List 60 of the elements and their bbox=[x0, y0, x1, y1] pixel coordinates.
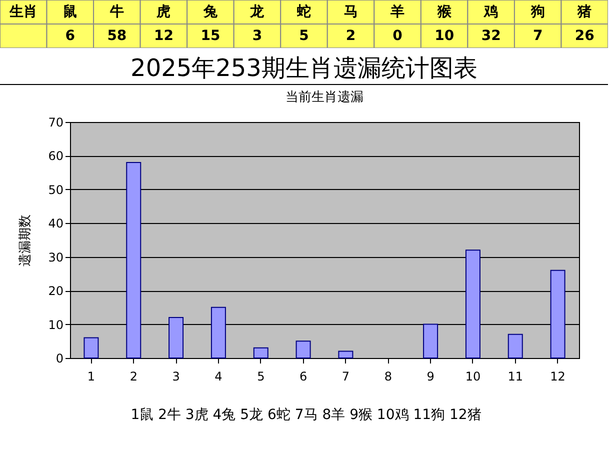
x-tick-label: 6 bbox=[299, 370, 308, 384]
x-tick-label: 9 bbox=[426, 370, 434, 384]
category-label: 鸡 bbox=[483, 4, 498, 20]
category-label: 蛇 bbox=[296, 4, 311, 20]
category-label: 鼠 bbox=[63, 4, 78, 20]
x-tick-label: 3 bbox=[172, 370, 180, 384]
data-label: 5 bbox=[299, 28, 309, 44]
y-tick-label: 10 bbox=[48, 318, 64, 332]
y-tick-label: 30 bbox=[48, 250, 64, 264]
data-label: 10 bbox=[434, 28, 454, 44]
x-tick-label: 7 bbox=[342, 370, 350, 384]
data-label: 7 bbox=[532, 28, 543, 44]
data-label: 6 bbox=[65, 28, 76, 44]
bar bbox=[210, 306, 226, 358]
data-label: 26 bbox=[574, 28, 594, 44]
data-label: 58 bbox=[107, 28, 127, 44]
chart-subtitle: 当前生肖遗漏 bbox=[286, 90, 364, 105]
bar bbox=[550, 270, 566, 358]
category-label: 兔 bbox=[202, 4, 218, 20]
bar bbox=[126, 162, 142, 358]
category-label: 狗 bbox=[530, 4, 545, 20]
data-label: 32 bbox=[481, 28, 501, 44]
data-label: 2 bbox=[346, 28, 356, 44]
bar bbox=[423, 324, 438, 358]
x-tick-label: 2 bbox=[130, 370, 138, 384]
y-tick-label: 50 bbox=[48, 182, 64, 197]
bar bbox=[168, 317, 184, 358]
category-label: 羊 bbox=[390, 4, 405, 20]
text: 生肖 bbox=[8, 4, 38, 20]
category-label: 马 bbox=[344, 4, 358, 20]
data-label: 12 bbox=[154, 28, 174, 44]
category-label: 猴 bbox=[436, 4, 452, 20]
y-tick-label: 70 bbox=[48, 116, 64, 130]
bar bbox=[296, 340, 311, 358]
data-label: 15 bbox=[200, 28, 220, 44]
bar bbox=[253, 347, 268, 358]
bar bbox=[338, 350, 354, 358]
y-tick-label: 20 bbox=[48, 284, 64, 298]
x-tick-label: 10 bbox=[465, 370, 481, 384]
bar bbox=[84, 337, 99, 358]
x-tick-label: 5 bbox=[257, 370, 265, 384]
category-label: 猪 bbox=[576, 4, 592, 20]
category-label: 虎 bbox=[156, 4, 171, 20]
text: 1鼠 2牛 3虎 4兔 5龙 6蛇 7马 8羊 9猴 10鸡 11狗 12猪 bbox=[130, 406, 482, 424]
data-label: 3 bbox=[252, 28, 262, 44]
y-axis-title: 遗漏期数 bbox=[18, 214, 34, 266]
category-label: 龙 bbox=[249, 4, 266, 20]
bar bbox=[508, 334, 523, 358]
y-tick-label: 40 bbox=[48, 216, 64, 231]
data-label: 0 bbox=[392, 28, 403, 44]
x-tick-label: 4 bbox=[214, 370, 222, 384]
y-tick-label: 0 bbox=[56, 352, 64, 366]
y-tick-label: 60 bbox=[48, 149, 64, 164]
x-tick-label: 8 bbox=[384, 370, 392, 384]
bar bbox=[465, 250, 480, 358]
chart-title: 2025年253期生肖遗漏统计图表 bbox=[0, 52, 608, 85]
category-label: 牛 bbox=[108, 4, 124, 20]
x-tick-label: 11 bbox=[508, 370, 524, 384]
x-tick-label: 12 bbox=[550, 370, 566, 384]
x-tick-label: 1 bbox=[87, 370, 96, 384]
